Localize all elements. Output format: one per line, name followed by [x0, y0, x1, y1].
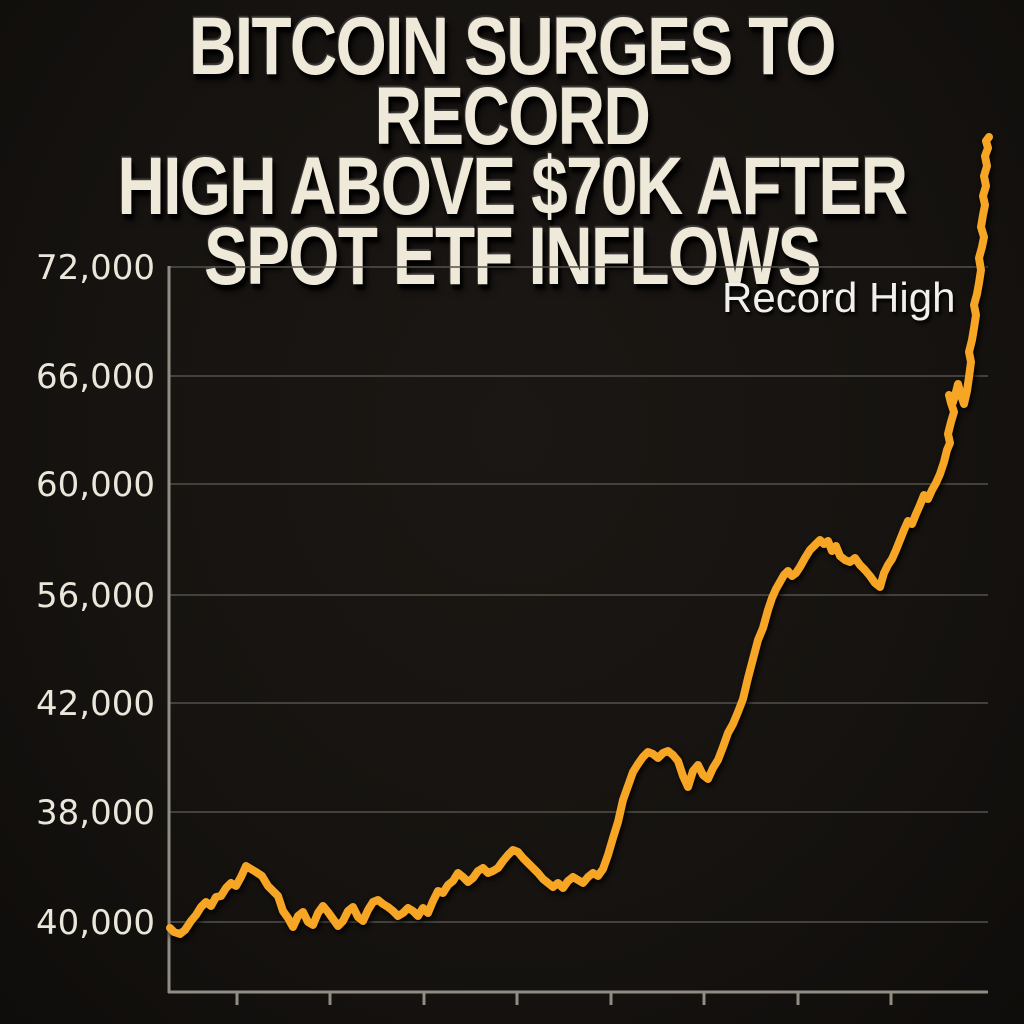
- price-line: [166, 133, 993, 938]
- y-axis-label: 56,000: [36, 576, 155, 616]
- y-axis-label: 42,000: [36, 684, 155, 724]
- chart-title: BITCOIN SURGES TO RECORD HIGH ABOVE $70K…: [102, 1, 921, 302]
- y-axis-label: 66,000: [36, 357, 155, 397]
- chart-title-line-3: SPOT ETF INFLOWS: [204, 211, 821, 302]
- y-axis-label: 40,000: [36, 903, 155, 943]
- chart-title-line-2: HIGH ABOVE $70K AFTER: [117, 141, 909, 232]
- y-axis-label: 72,000: [36, 248, 155, 288]
- record-high-annotation: Record High: [722, 274, 956, 321]
- chart-title-line-1: BITCOIN SURGES TO RECORD: [189, 1, 836, 162]
- y-axis-label: 60,000: [36, 465, 155, 505]
- y-axis-label: 38,000: [36, 793, 155, 833]
